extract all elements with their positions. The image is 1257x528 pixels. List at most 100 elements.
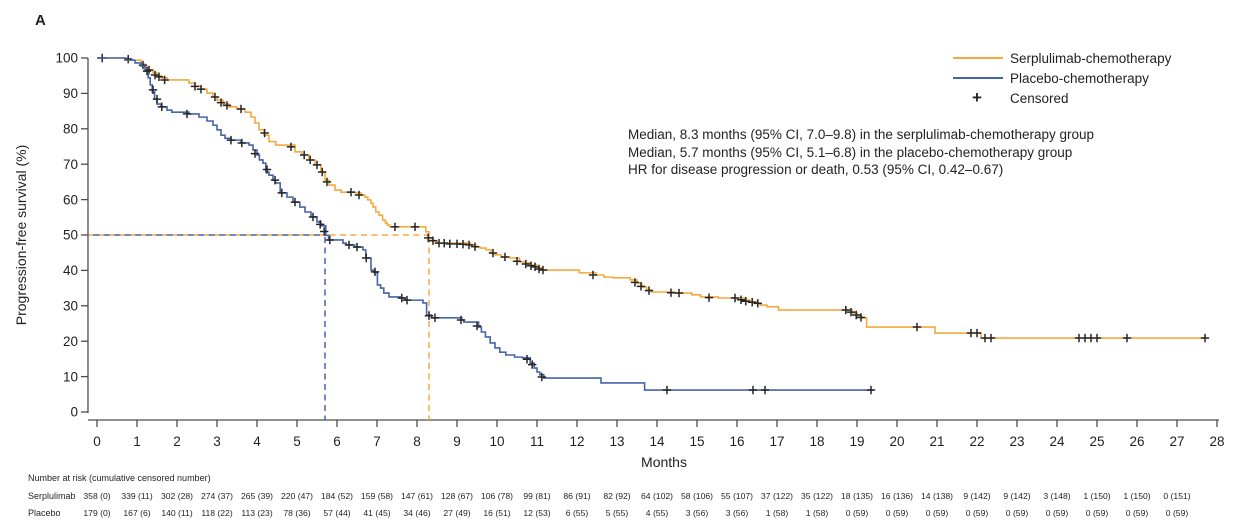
x-tick-label: 1	[133, 434, 141, 449]
risk-value: 0 (59)	[1085, 508, 1109, 518]
x-tick-label: 10	[489, 434, 504, 449]
legend-label-censored: Censored	[1010, 90, 1069, 106]
placebo-censor-marks	[142, 66, 876, 395]
risk-value: 41 (45)	[363, 508, 391, 518]
x-tick-label: 23	[1009, 434, 1024, 449]
risk-value: 78 (36)	[283, 508, 311, 518]
y-tick-label: 70	[63, 157, 78, 172]
serplulimab-line-swatch	[952, 57, 1010, 59]
risk-value: 179 (0)	[83, 508, 111, 518]
risk-value: 140 (11)	[161, 508, 193, 518]
x-tick-label: 0	[93, 434, 101, 449]
risk-value: 113 (23)	[241, 508, 273, 518]
risk-value: 18 (135)	[840, 491, 874, 501]
x-tick-label: 28	[1209, 434, 1224, 449]
risk-value: 0 (59)	[925, 508, 949, 518]
placebo-curve	[97, 57, 873, 391]
censored-marker-swatch: +	[952, 89, 1010, 106]
y-tick-label: 40	[63, 263, 78, 278]
x-tick-label: 3	[213, 434, 221, 449]
risk-value: 220 (47)	[280, 491, 314, 501]
stats-annotation: Median, 8.3 months (95% CI, 7.0–9.8) in …	[628, 126, 1094, 179]
legend-label-serplulimab: Serplulimab-chemotherapy	[1010, 50, 1172, 66]
x-tick-label: 19	[849, 434, 864, 449]
risk-value: 9 (142)	[1003, 491, 1031, 501]
risk-value: 118 (22)	[201, 508, 233, 518]
risk-value: 106 (78)	[480, 491, 514, 501]
x-tick-label: 21	[929, 434, 944, 449]
risk-row-label-placebo: Placebo	[28, 508, 61, 518]
x-tick-label: 7	[373, 434, 381, 449]
risk-value: 58 (106)	[680, 491, 714, 501]
x-tick-label: 17	[769, 434, 784, 449]
risk-value: 6 (55)	[565, 508, 589, 518]
risk-value: 0 (59)	[1165, 508, 1189, 518]
risk-value: 14 (138)	[920, 491, 954, 501]
risk-value: 184 (52)	[320, 491, 354, 501]
x-tick-label: 14	[649, 434, 665, 449]
x-tick-label: 5	[293, 434, 301, 449]
risk-value: 358 (0)	[83, 491, 111, 501]
x-tick-label: 22	[969, 434, 984, 449]
risk-value: 37 (122)	[760, 491, 794, 501]
x-tick-label: 26	[1129, 434, 1144, 449]
x-tick-label: 9	[453, 434, 461, 449]
risk-value: 0 (59)	[965, 508, 989, 518]
x-tick-label: 16	[729, 434, 744, 449]
risk-value: 0 (59)	[885, 508, 909, 518]
x-tick-label: 2	[173, 434, 181, 449]
risk-value: 265 (39)	[240, 491, 274, 501]
risk-value: 99 (81)	[523, 491, 551, 501]
x-tick-label: 11	[530, 434, 544, 449]
legend-item-serplulimab: Serplulimab-chemotherapy	[952, 48, 1171, 68]
x-tick-label: 15	[689, 434, 704, 449]
risk-value: 27 (49)	[443, 508, 471, 518]
x-tick-label: 12	[569, 434, 584, 449]
x-axis-title: Months	[641, 454, 687, 470]
risk-value: 167 (6)	[123, 508, 151, 518]
placebo-line-swatch	[952, 77, 1010, 79]
x-tick-label: 8	[413, 434, 421, 449]
risk-value: 1 (150)	[1083, 491, 1111, 501]
y-tick-label: 30	[63, 299, 78, 314]
risk-value: 0 (59)	[1125, 508, 1149, 518]
y-tick-label: 20	[63, 334, 78, 349]
risk-value: 147 (61)	[400, 491, 434, 501]
y-tick-label: 10	[63, 369, 78, 384]
risk-value: 82 (92)	[603, 491, 631, 501]
risk-value: 3 (56)	[685, 508, 709, 518]
annotation-median-serplulimab: Median, 8.3 months (95% CI, 7.0–9.8) in …	[628, 127, 1095, 142]
risk-value: 57 (44)	[323, 508, 351, 518]
risk-value: 5 (55)	[605, 508, 629, 518]
risk-value: 16 (136)	[880, 491, 914, 501]
risk-value: 34 (46)	[403, 508, 431, 518]
risk-value: 3 (148)	[1043, 491, 1071, 501]
risk-value: 55 (107)	[720, 491, 754, 501]
annotation-hazard-ratio: HR for disease progression or death, 0.5…	[628, 162, 1004, 177]
risk-value: 339 (11)	[121, 491, 153, 501]
risk-value: 1 (58)	[805, 508, 829, 518]
placebo-line-icon	[953, 77, 1003, 79]
risk-value: 86 (91)	[563, 491, 591, 501]
serplulimab-line-icon	[953, 57, 1003, 59]
annotation-median-placebo: Median, 5.7 months (95% CI, 5.1–6.8) in …	[628, 144, 1073, 160]
y-tick-label: 0	[70, 405, 78, 420]
legend-item-placebo: Placebo-chemotherapy	[952, 68, 1171, 88]
x-tick-label: 13	[609, 434, 624, 449]
risk-row-label-serplulimab: Serplulimab	[28, 491, 76, 501]
panel-label: A	[35, 12, 46, 29]
risk-value: 4 (55)	[645, 508, 669, 518]
risk-value: 1 (58)	[765, 508, 789, 518]
x-tick-label: 25	[1089, 434, 1104, 449]
risk-value: 0 (59)	[845, 508, 869, 518]
x-tick-label: 20	[889, 434, 904, 449]
risk-value: 128 (67)	[440, 491, 474, 501]
x-tick-label: 4	[253, 434, 261, 449]
y-tick-label: 90	[63, 86, 78, 101]
risk-value: 0 (151)	[1163, 491, 1191, 501]
risk-value: 64 (102)	[640, 491, 674, 501]
risk-value: 302 (28)	[160, 491, 194, 501]
risk-value: 159 (58)	[360, 491, 394, 501]
